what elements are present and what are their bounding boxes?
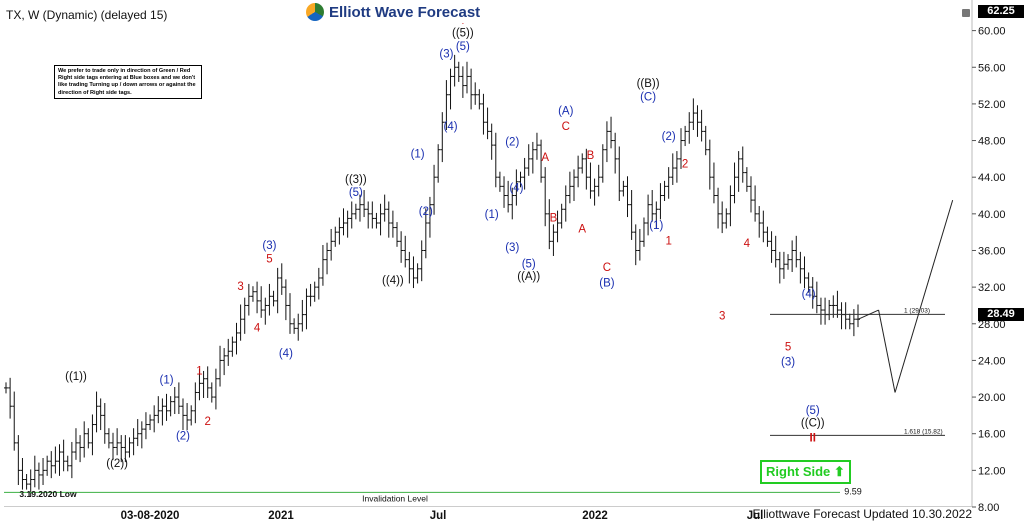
time-tick-label: Jul: [747, 510, 764, 522]
wave-label: (5): [806, 405, 820, 417]
wave-label: 1: [665, 235, 671, 247]
wave-label: 1: [196, 365, 202, 377]
wave-label: ((3)): [345, 174, 367, 186]
projection-leg: [894, 199, 954, 393]
chart-menu-icon[interactable]: [962, 9, 970, 17]
wave-label: A: [578, 223, 586, 235]
price-tick-label: 40.00: [978, 209, 1006, 221]
wave-label: ((4)): [382, 275, 404, 287]
wave-label: (1): [649, 220, 663, 232]
price-tick-label: 12.00: [978, 465, 1006, 477]
price-axis: 60.00 56.00 52.00 48.00 44.00 40.00 36.00 32.00…: [971, 0, 1006, 514]
wave-label: (1): [411, 148, 425, 160]
wave-label: 2: [204, 416, 210, 428]
low-label: 3.19.2020 Low: [19, 489, 77, 499]
wave-label: (1): [159, 375, 173, 387]
logo-text: Elliott Wave Forecast: [329, 3, 481, 21]
level-lines: 1 (29.03) 1.618 (15.82) Invalidation Level…: [4, 307, 945, 503]
wave-label: (A): [558, 105, 574, 117]
projection-leg: [857, 309, 879, 320]
updated-footer: Elliottwave Forecast Updated 10.30.2022: [752, 507, 972, 521]
wave-label: B: [550, 213, 558, 225]
current-price-tag: 28.49: [978, 308, 1024, 321]
trading-note: We prefer to trade only in direction of …: [54, 65, 202, 99]
price-tick-label: 52.00: [978, 99, 1006, 111]
wave-label: (4): [509, 182, 523, 194]
wave-label: (B): [599, 278, 615, 290]
wave-label: II: [810, 432, 816, 444]
ewf-globe-icon: [306, 3, 324, 21]
wave-label: (3): [439, 49, 453, 61]
price-tick-label: 36.00: [978, 245, 1006, 257]
wave-label: (5): [349, 187, 363, 199]
price-tick-label: 20.00: [978, 392, 1006, 404]
time-tick-label: Jul: [430, 510, 447, 522]
wave-label: (3): [505, 242, 519, 254]
right-side-badge: Right Side ⬆: [760, 460, 851, 484]
time-tick-label: 2021: [268, 510, 294, 522]
price-tick-label: 16.00: [978, 429, 1006, 441]
wave-label: (4): [443, 121, 457, 133]
price-tick-label: 8.00: [978, 502, 999, 514]
axis-separator: [4, 506, 972, 507]
wave-label: 4: [744, 238, 751, 250]
wave-label: ((5)): [452, 27, 474, 39]
wave-label: ((B)): [637, 78, 660, 90]
wave-label: (5): [456, 41, 470, 53]
wave-label: ((2)): [106, 458, 128, 470]
wave-label: (4): [279, 348, 293, 360]
wave-label: ((C)): [801, 418, 825, 430]
ohlc-bars: [4, 54, 860, 497]
wave-label: 5: [266, 254, 272, 266]
time-axis: 03-08-2020 2021 Jul 2022 Jul: [121, 510, 764, 522]
price-tick-label: 28.00: [978, 319, 1006, 331]
wave-label: 3: [237, 281, 243, 293]
fib-1.618-label: 1.618 (15.82): [904, 428, 943, 435]
up-arrow-icon: ⬆: [833, 464, 845, 479]
top-price-tag: 62.25: [978, 5, 1024, 18]
wave-label: 3: [719, 311, 725, 323]
time-tick-label: 2022: [582, 510, 608, 522]
invalidation-value: 9.59: [844, 486, 862, 496]
wave-label: (3): [781, 356, 795, 368]
wave-label: C: [603, 262, 611, 274]
wave-label: ((A)): [517, 271, 540, 283]
wave-label: B: [587, 150, 595, 162]
wave-label: 5: [785, 342, 791, 354]
fib-1.0-label: 1 (29.03): [904, 307, 930, 314]
price-tick-label: 32.00: [978, 282, 1006, 294]
brand-logo: Elliott Wave Forecast: [302, 1, 485, 23]
invalidation-label: Invalidation Level: [362, 493, 428, 503]
wave-label: (2): [662, 131, 676, 143]
wave-labels: ((1))((2))(1)(2)12345(3)(4)((3))(5)((4))…: [65, 15, 825, 470]
projection-leg: [878, 309, 896, 393]
wave-label: (C): [640, 92, 656, 104]
wave-label: (2): [176, 431, 190, 443]
price-tick-label: 44.00: [978, 172, 1006, 184]
price-tick-label: 48.00: [978, 136, 1006, 148]
projection-path: [857, 199, 954, 393]
price-tick-label: 56.00: [978, 62, 1006, 74]
wave-label: C: [562, 121, 570, 133]
wave-label: (2): [505, 136, 519, 148]
chart-header: TX, W (Dynamic) (delayed 15): [6, 8, 168, 22]
wave-label: 4: [254, 322, 261, 334]
price-tick-label: 24.00: [978, 355, 1006, 367]
wave-label: ((1)): [65, 371, 87, 383]
right-side-label: Right Side: [766, 464, 831, 479]
wave-label: 2: [682, 158, 688, 170]
wave-label: (4): [802, 289, 816, 301]
price-tick-label: 60.00: [978, 26, 1006, 38]
wave-label: (1): [485, 209, 499, 221]
wave-label: A: [541, 152, 549, 164]
wave-label: (3): [262, 240, 276, 252]
wave-label: (5): [522, 258, 536, 270]
wave-label: (2): [419, 206, 433, 218]
time-tick-label: 03-08-2020: [121, 510, 180, 522]
